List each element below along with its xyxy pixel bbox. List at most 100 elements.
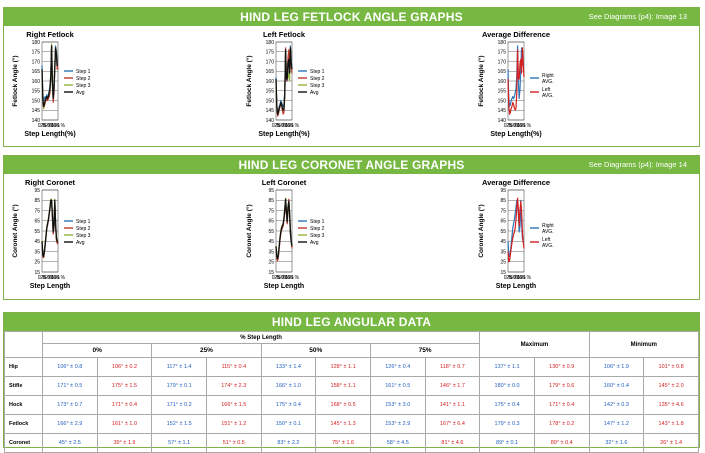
legend-label: Left: [542, 87, 551, 93]
right-value-cell: 179° ± 0.3: [479, 414, 535, 434]
x-tick-label: 25 %: [274, 275, 286, 281]
series-line-left-avg-: [507, 47, 525, 115]
x-tick-label: 50 %: [510, 123, 522, 129]
legend-label: Step 1: [310, 69, 325, 75]
table-column-header-row: 0% 25% 50% 75%: [5, 343, 699, 358]
x-tick-label: 75 %: [514, 123, 526, 129]
x-tick-label: 25 %: [40, 275, 52, 281]
y-tick-label: 65: [34, 219, 40, 225]
y-tick-label: 55: [268, 229, 274, 235]
legend-label: AVG.: [542, 79, 554, 85]
right-value-cell: 153° ± 2.9: [369, 414, 426, 434]
y-tick-label: 65: [500, 219, 506, 225]
left-value-cell: 106° ± 0.2: [96, 357, 153, 377]
left-value-cell: 168° ± 0.5: [315, 395, 371, 415]
left-value-cell: 101° ± 0.8: [643, 357, 699, 377]
x-tick-label: 100 %: [285, 123, 300, 129]
x-axis-label: Step Length(%): [490, 131, 541, 138]
legend-label: Avg: [76, 240, 85, 246]
x-tick-label: 75 %: [282, 123, 294, 129]
right-value-cell: 133° ± 1.4: [260, 357, 317, 377]
y-tick-label: 150: [266, 98, 275, 104]
x-tick-label: 25 %: [274, 123, 286, 129]
coronet-diagram-reference[interactable]: See Diagrams (p4): Image 14: [588, 160, 687, 169]
right-value-cell: 153° ± 3.0: [369, 395, 426, 415]
left-value-cell: 145° ± 2.0: [643, 376, 699, 396]
y-tick-label: 175: [266, 50, 275, 56]
left-value-cell: 171° ± 0.4: [533, 395, 590, 415]
legend-label: AVG.: [542, 93, 554, 99]
legend-label: Step 3: [76, 233, 91, 239]
y-tick-label: 140: [498, 118, 507, 124]
y-tick-label: 155: [32, 89, 41, 95]
y-tick-label: 15: [500, 270, 506, 276]
right-value-cell: 171° ± 0.2: [151, 395, 207, 415]
chart-right-coronet: Right Coronet 15 25 35 45 55 65 75 85 95 0 %25 %50…: [11, 178, 91, 290]
table-row: Hock 173° ± 0.7 171° ± 0.4 171° ± 0.2 166° ±…: [4, 395, 699, 415]
legend-label: Step 2: [76, 76, 91, 82]
y-tick-label: 25: [500, 260, 506, 266]
x-tick-label: 25 %: [506, 123, 518, 129]
x-axis-label: Step Length(%): [24, 131, 75, 138]
legend-label: Avg: [310, 90, 319, 96]
x-tick-label: 75 %: [48, 123, 60, 129]
y-tick-label: 180: [32, 40, 41, 46]
y-axis-label: Coronet Angle (°): [477, 204, 485, 257]
x-tick-label: 50 %: [510, 275, 522, 281]
right-value-cell: 175° ± 0.4: [479, 395, 535, 415]
y-tick-label: 25: [34, 260, 40, 266]
left-value-cell: 135° ± 4.6: [643, 395, 699, 415]
x-tick-label: 0 %: [504, 123, 513, 129]
x-tick-label: 0 %: [272, 123, 281, 129]
y-tick-label: 55: [500, 229, 506, 235]
x-tick-label: 0 %: [504, 275, 513, 281]
chart-title: Right Fetlock: [26, 30, 74, 39]
left-value-cell: 151° ± 1.2: [205, 414, 262, 434]
table-row: Hip 106° ± 0.8 106° ± 0.2 117° ± 1.4 115° ± …: [4, 357, 699, 377]
y-tick-label: 140: [32, 118, 41, 124]
y-tick-label: 165: [32, 69, 41, 75]
angular-section-title: HIND LEG ANGULAR DATA: [271, 315, 432, 329]
fetlock-section-title: HIND LEG FETLOCK ANGLE GRAPHS: [240, 10, 463, 24]
legend-label: Step 2: [310, 226, 325, 232]
y-tick-label: 145: [266, 108, 275, 114]
left-value-cell: 175° ± 1.5: [96, 376, 153, 396]
right-value-cell: 179° ± 0.1: [151, 376, 207, 396]
right-value-cell: 117° ± 1.4: [151, 357, 207, 377]
right-value-cell: 166° ± 1.0: [260, 376, 317, 396]
series-line-avg: [275, 47, 293, 115]
fetlock-diagram-reference[interactable]: See Diagrams (p4): Image 13: [588, 12, 687, 21]
left-value-cell: 178° ± 0.2: [533, 414, 590, 434]
y-tick-label: 175: [32, 50, 41, 56]
legend-label: Right: [542, 73, 554, 79]
right-value-cell: 137° ± 1.1: [479, 357, 535, 377]
chart-right-fetlock: Right Fetlock 140 145 150 155 160 165 170 175 180…: [11, 30, 91, 138]
left-value-cell: 118° ± 0.7: [424, 357, 481, 377]
y-axis-label: Fetlock Angle (°): [11, 55, 19, 106]
y-tick-label: 165: [266, 69, 275, 75]
left-value-cell: 174° ± 2.3: [205, 376, 262, 396]
y-tick-label: 75: [268, 208, 274, 214]
series-line-avg: [275, 198, 293, 260]
right-value-cell: 152° ± 1.5: [151, 414, 207, 434]
y-tick-label: 35: [34, 249, 40, 255]
legend-label: Right: [542, 223, 554, 229]
coronet-header-band: HIND LEG CORONET ANGLE GRAPHS See Diagra…: [4, 156, 699, 174]
y-tick-label: 85: [268, 198, 274, 204]
left-value-cell: 130° ± 0.9: [533, 357, 590, 377]
y-tick-label: 180: [498, 40, 507, 46]
y-tick-label: 165: [498, 69, 507, 75]
x-axis-label: Step Length: [264, 283, 304, 290]
left-value-cell: 143° ± 1.8: [643, 414, 699, 434]
row-label: Stifle: [4, 376, 43, 396]
y-tick-label: 15: [34, 270, 40, 276]
y-tick-label: 160: [266, 79, 275, 85]
chart-title: Left Coronet: [262, 178, 307, 187]
row-label: Hip: [4, 357, 43, 377]
y-tick-label: 25: [268, 260, 274, 266]
y-tick-label: 145: [32, 108, 41, 114]
y-tick-label: 170: [266, 59, 275, 65]
col-header-maximum: Maximum: [479, 331, 590, 358]
x-axis-label: Step Length: [496, 283, 536, 290]
x-tick-label: 25 %: [506, 275, 518, 281]
